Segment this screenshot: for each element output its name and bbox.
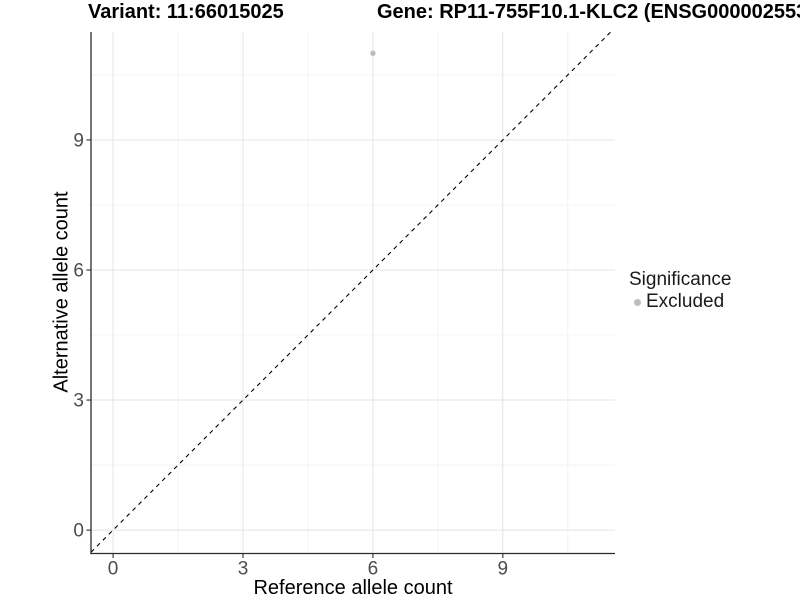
legend-title: Significance <box>629 269 732 290</box>
x-tick-label: 6 <box>368 559 379 580</box>
x-tick-label: 0 <box>108 559 119 580</box>
legend: Significance Excluded <box>629 269 732 312</box>
y-tick-label: 3 <box>73 391 84 412</box>
data-point <box>370 50 376 56</box>
identity-line <box>90 31 612 553</box>
legend-item-label: Excluded <box>646 291 725 312</box>
y-tick-label: 9 <box>73 130 84 151</box>
x-tick-label: 3 <box>238 559 249 580</box>
gene-title: Gene: RP11-755F10.1-KLC2 (ENSG000002553 <box>377 1 800 23</box>
legend-item-excluded: Excluded <box>629 291 731 312</box>
y-tick-label: 0 <box>73 521 84 542</box>
y-tick-label: 6 <box>73 260 84 281</box>
y-axis-title: Alternative allele count <box>50 191 73 393</box>
x-axis-title: Reference allele count <box>253 577 453 599</box>
legend-key-dot-icon <box>634 298 641 306</box>
x-tick-label: 9 <box>498 559 509 580</box>
variant-title: Variant: 11:66015025 <box>88 1 284 23</box>
